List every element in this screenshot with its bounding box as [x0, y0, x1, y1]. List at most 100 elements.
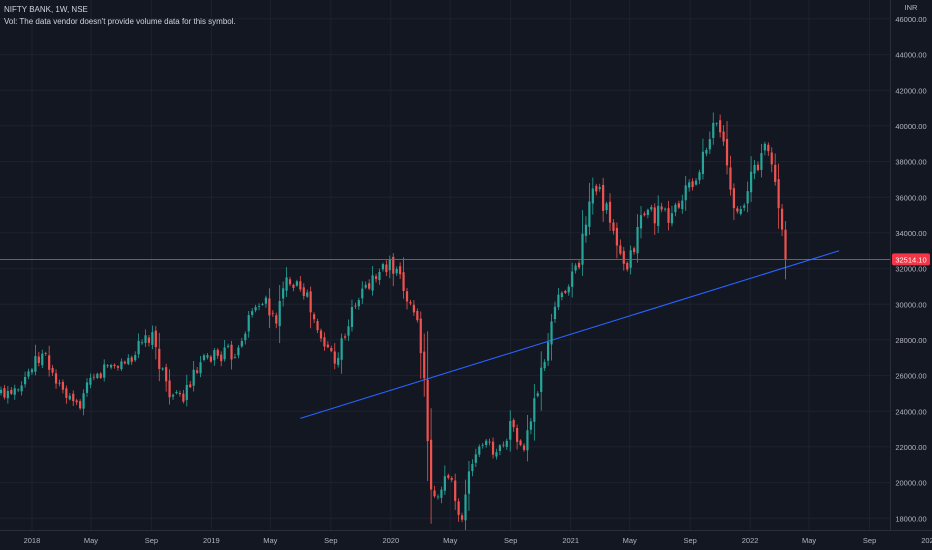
- x-tick-label: May: [623, 536, 637, 545]
- candle: [419, 311, 422, 379]
- time-axis[interactable]: 2018 May Sep 2019 May Sep 2020 May Sep 2021 May Sep…: [0, 530, 932, 550]
- candle-body: [316, 321, 319, 331]
- candle-body: [677, 203, 680, 208]
- candle-body: [698, 172, 701, 181]
- candle: [577, 260, 581, 270]
- candle: [746, 181, 749, 213]
- candle-body: [337, 357, 340, 365]
- candle: [474, 448, 477, 468]
- candle: [543, 359, 546, 372]
- candle-body: [271, 312, 274, 314]
- candle-body: [182, 393, 185, 402]
- candle: [226, 343, 230, 349]
- candle-body: [247, 315, 250, 332]
- candle-body: [48, 355, 51, 370]
- candle: [233, 353, 237, 359]
- candle: [684, 175, 687, 211]
- candle-body: [254, 307, 257, 311]
- symbol-title[interactable]: NIFTY BANK, 1W, NSE: [4, 5, 88, 14]
- candle: [488, 438, 491, 446]
- candle: [75, 398, 78, 406]
- candle-body: [529, 421, 532, 430]
- candle: [767, 142, 770, 156]
- candle: [44, 351, 47, 356]
- candle-body: [213, 350, 216, 361]
- price-axis[interactable]: INR 46000.00 44000.00 42000.00 40000.00 38000…: [890, 0, 932, 550]
- candle-body: [485, 440, 488, 446]
- candle: [65, 385, 68, 404]
- candle: [725, 121, 729, 175]
- candle: [240, 337, 243, 348]
- y-tick-label: 32000.00: [895, 265, 926, 274]
- candle-body: [175, 391, 178, 394]
- candle-body: [763, 143, 766, 151]
- candle-body: [385, 264, 388, 273]
- candle: [99, 372, 102, 379]
- candle-body: [106, 365, 109, 367]
- candle-body: [103, 364, 106, 378]
- candle-body: [471, 463, 474, 472]
- candle: [674, 202, 677, 217]
- trendline-layer: [300, 250, 840, 419]
- candle-body: [140, 342, 144, 344]
- candle: [450, 476, 453, 483]
- candle: [743, 203, 746, 212]
- candle-body: [399, 266, 402, 275]
- candle: [454, 473, 457, 510]
- candle-body: [23, 377, 27, 385]
- candle-body: [392, 256, 395, 274]
- candle-body: [34, 356, 37, 372]
- candle-body: [288, 279, 292, 285]
- candle: [202, 353, 206, 362]
- candle: [165, 363, 168, 392]
- candle: [48, 345, 51, 377]
- candle-body: [381, 264, 385, 270]
- candle-body: [588, 201, 591, 227]
- candle: [96, 372, 99, 379]
- currency-label: INR: [905, 3, 919, 12]
- candle: [405, 287, 409, 310]
- candle: [708, 131, 711, 154]
- candle-body: [722, 131, 725, 142]
- candle: [72, 390, 75, 407]
- candle: [536, 391, 539, 398]
- candle-body: [371, 275, 374, 291]
- candle-body: [681, 200, 684, 209]
- candle: [27, 368, 30, 380]
- candle-body: [206, 355, 209, 358]
- candle: [691, 178, 694, 191]
- candle-body: [743, 205, 746, 208]
- candle-body: [13, 388, 16, 395]
- candle-body: [750, 171, 753, 193]
- candle-body: [753, 164, 756, 174]
- candle-body: [402, 272, 405, 292]
- candle: [103, 359, 106, 382]
- candle-body: [268, 298, 271, 316]
- candle: [495, 448, 498, 460]
- candle-body: [498, 445, 502, 451]
- candle: [619, 239, 622, 256]
- candle: [357, 297, 360, 310]
- candle: [271, 310, 274, 317]
- candle-body: [553, 306, 557, 320]
- symbol-legend: NIFTY BANK, 1W, NSE Vol: The data vendor…: [4, 4, 236, 28]
- candle-body: [526, 430, 529, 451]
- candle-body: [674, 204, 677, 213]
- candle-body: [540, 367, 543, 392]
- candle-body: [478, 446, 481, 455]
- candle: [777, 163, 780, 229]
- candle-body: [639, 215, 643, 229]
- candle: [639, 206, 643, 239]
- candle: [443, 465, 446, 495]
- x-tick-label: Sep: [504, 536, 517, 545]
- candle-body: [663, 208, 667, 210]
- x-tick-label: 2018: [24, 536, 41, 545]
- candle: [10, 387, 13, 395]
- x-tick-label: May: [443, 536, 457, 545]
- candle: [192, 361, 195, 392]
- candle-body: [416, 310, 419, 321]
- x-tick-label: Sep: [863, 536, 876, 545]
- candle-body: [615, 227, 619, 246]
- candle: [385, 260, 388, 277]
